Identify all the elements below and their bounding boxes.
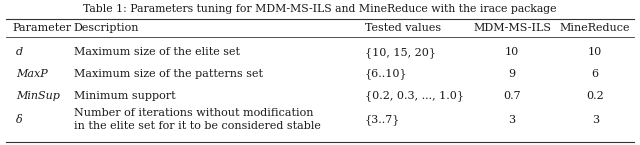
Text: Parameter: Parameter [13,23,72,33]
Text: Tested values: Tested values [365,23,441,33]
Text: {6..10}: {6..10} [365,69,408,79]
Text: {0.2, 0.3, ..., 1.0}: {0.2, 0.3, ..., 1.0} [365,90,464,101]
Text: 3: 3 [591,115,599,125]
Text: MaxP: MaxP [16,69,48,79]
Text: in the elite set for it to be considered stable: in the elite set for it to be considered… [74,121,321,131]
Text: Number of iterations without modification: Number of iterations without modificatio… [74,108,313,118]
Text: 0.7: 0.7 [503,91,521,101]
Text: 6: 6 [591,69,599,79]
Text: 10: 10 [505,47,519,57]
Text: δ: δ [16,115,23,125]
Text: {10, 15, 20}: {10, 15, 20} [365,47,436,58]
Text: Minimum support: Minimum support [74,91,175,101]
Text: MineReduce: MineReduce [560,23,630,33]
Text: Maximum size of the elite set: Maximum size of the elite set [74,47,239,57]
Text: 9: 9 [508,69,516,79]
Text: MDM-MS-ILS: MDM-MS-ILS [473,23,551,33]
Text: d: d [16,47,23,57]
Text: Maximum size of the patterns set: Maximum size of the patterns set [74,69,262,79]
Text: {3..7}: {3..7} [365,114,400,125]
Text: Table 1: Parameters tuning for MDM-MS-ILS and MineReduce with the irace package: Table 1: Parameters tuning for MDM-MS-IL… [83,4,557,14]
Text: MinSup: MinSup [16,91,60,101]
Text: 0.2: 0.2 [586,91,604,101]
Text: 10: 10 [588,47,602,57]
Text: 3: 3 [508,115,516,125]
Text: Description: Description [74,23,139,33]
